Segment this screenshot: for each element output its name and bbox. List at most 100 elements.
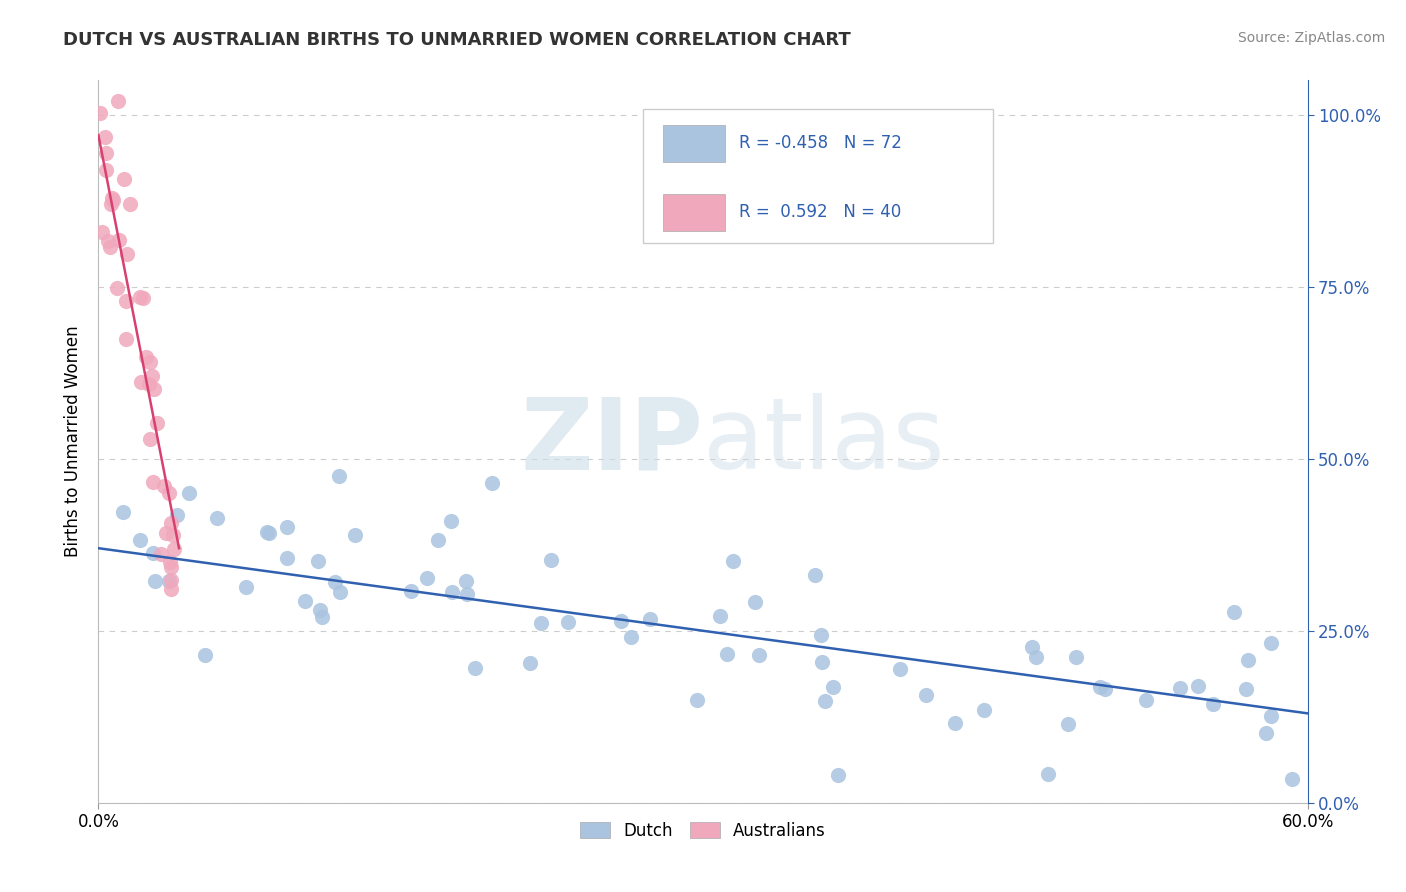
Point [811,655,834,669]
Point [294,593,316,607]
Text: R = -0.458   N = 72: R = -0.458 N = 72 [740,134,903,153]
Point [142,475,165,490]
Point [194,648,217,663]
Point [101,191,124,205]
Point [328,468,350,483]
Point [107,94,129,108]
Point [1223,606,1246,620]
Point [235,580,257,594]
Point [89,105,111,120]
Point [311,610,333,624]
Point [112,171,135,186]
Point [143,382,166,396]
Point [914,688,936,702]
Point [620,630,643,644]
Point [160,582,183,596]
Point [803,567,825,582]
Point [464,661,486,675]
Point [456,587,478,601]
Point [1234,681,1257,696]
Point [118,197,141,211]
Point [889,662,911,676]
Point [162,528,184,542]
Point [530,616,553,631]
Point [139,355,162,369]
Point [748,648,770,662]
Point [98,240,121,254]
FancyBboxPatch shape [643,109,993,243]
Point [309,602,332,616]
Point [1025,649,1047,664]
Point [440,585,463,599]
Point [153,479,176,493]
Point [721,554,744,568]
Point [112,506,135,520]
Point [142,546,165,560]
Point [105,281,128,295]
Text: R =  0.592   N = 40: R = 0.592 N = 40 [740,202,901,221]
Text: DUTCH VS AUSTRALIAN BIRTHS TO UNMARRIED WOMEN CORRELATION CHART: DUTCH VS AUSTRALIAN BIRTHS TO UNMARRIED … [63,31,851,49]
Point [1237,653,1260,667]
Point [108,233,131,247]
Point [744,594,766,608]
Point [401,583,423,598]
Point [1090,680,1112,694]
Point [276,520,298,534]
Point [90,225,112,239]
Point [257,526,280,541]
Point [94,146,117,161]
Point [115,332,138,346]
Point [973,702,995,716]
Y-axis label: Births to Unmarried Women: Births to Unmarried Women [63,326,82,558]
Point [307,554,329,568]
Point [128,290,150,304]
Point [1202,697,1225,711]
Point [146,416,169,430]
Point [1094,682,1116,697]
Point [638,612,661,626]
Point [827,768,849,782]
Point [97,234,120,248]
Point [139,432,162,446]
Point [1064,650,1087,665]
Point [427,533,450,547]
Point [481,476,503,491]
Point [1187,679,1209,693]
Point [129,376,152,390]
Point [943,715,966,730]
Point [155,526,177,541]
Point [821,681,844,695]
Point [159,555,181,569]
Point [325,574,347,589]
Point [1260,636,1282,650]
Point [1135,693,1157,707]
Point [94,129,117,144]
Point [1254,726,1277,740]
Point [1036,766,1059,780]
Point [1281,772,1303,786]
Point [157,574,180,588]
Point [138,376,160,391]
Point [1170,681,1192,695]
FancyBboxPatch shape [664,125,724,162]
Point [159,516,181,531]
Point [114,294,136,309]
Point [256,524,278,539]
Point [716,648,738,662]
Point [129,533,152,547]
Point [166,508,188,522]
FancyBboxPatch shape [664,194,724,230]
Point [519,657,541,671]
Point [439,514,461,528]
Text: atlas: atlas [703,393,945,490]
Point [163,542,186,557]
Point [810,627,832,641]
Point [159,559,181,574]
Point [1260,709,1282,723]
Point [141,369,163,384]
Point [709,608,731,623]
Point [814,694,837,708]
Point [1021,640,1043,655]
Point [540,553,562,567]
Point [150,548,173,562]
